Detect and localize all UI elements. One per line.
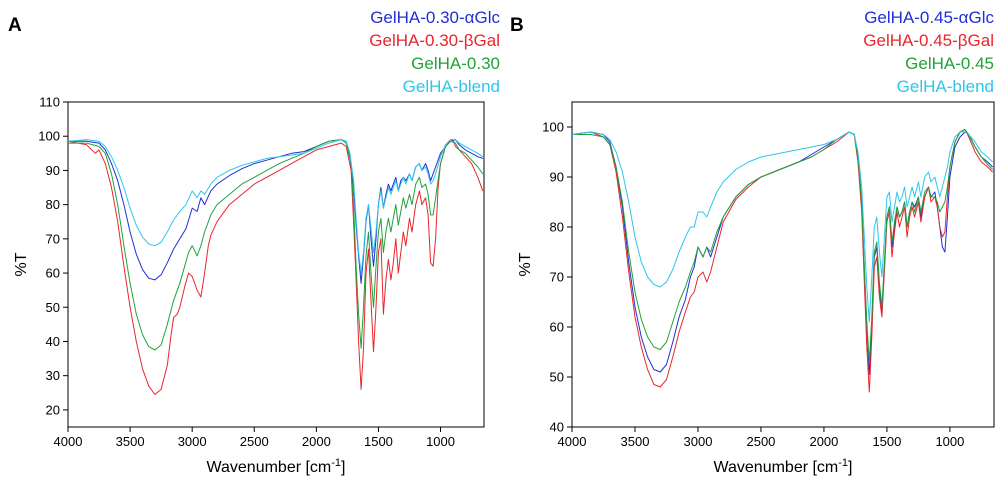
y-axis-title: %T: [13, 252, 30, 276]
x-tick-label: 2000: [809, 434, 838, 449]
series-line: [571, 131, 994, 323]
x-tick-label: 3000: [178, 434, 207, 449]
series-line: [68, 139, 483, 284]
series-line: [572, 129, 994, 363]
y-tick-label: 50: [46, 300, 60, 315]
plot-frame: [571, 101, 995, 428]
legend-entry: GelHA-blend: [403, 77, 500, 96]
x-tick-label: 4000: [54, 434, 83, 449]
y-tick-label: 60: [46, 266, 60, 281]
x-axis-title: Wavenumber [cm-1]: [713, 457, 852, 476]
x-tick-label: 3000: [684, 434, 713, 449]
legend: GelHA-0.45-αGlc GelHA-0.45-βGal GelHA-0.45…: [863, 8, 994, 96]
x-tick-label: 2000: [302, 434, 331, 449]
y-tick-label: 90: [46, 163, 60, 178]
legend-entry: GelHA-0.45-αGlc: [864, 8, 994, 27]
plot-frame: [67, 101, 485, 428]
y-tick-label: 60: [550, 320, 564, 335]
x-tick-label: 2500: [746, 434, 775, 449]
legend-entry: GelHA-0.30: [411, 54, 500, 73]
series-line: [571, 129, 994, 393]
y-tick-label: 40: [550, 420, 564, 435]
x-tick-label: 1500: [364, 434, 393, 449]
y-tick-label: 40: [46, 334, 60, 349]
series-line: [67, 139, 484, 395]
legend-entry: GelHA-blend: [897, 77, 994, 96]
x-tick-label: 3500: [116, 434, 145, 449]
legend-entry: GelHA-0.45-βGal: [863, 31, 994, 50]
legend-entry: GelHA-0.30-βGal: [369, 31, 500, 50]
y-tick-label: 100: [542, 120, 564, 135]
y-tick-label: 80: [550, 220, 564, 235]
series-group: [67, 139, 484, 395]
x-tick-label: 1500: [872, 434, 901, 449]
chart-panel-b: B GelHA-0.45-αGlcGelHA-0.45-βGalGelHA-0.…: [510, 8, 995, 476]
x-tick-label: 1000: [426, 434, 455, 449]
panel-letter-b: B: [510, 15, 524, 36]
y-tick-label: 70: [550, 270, 564, 285]
chart-panel-a: A GelHA-0.30-αGlcGelHA-0.30-βGalGelHA-0.…: [8, 8, 500, 476]
x-axis-title: Wavenumber [cm-1]: [206, 457, 345, 476]
legend-entry: GelHA-0.30-αGlc: [370, 8, 500, 27]
y-tick-label: 110: [39, 95, 60, 110]
axis-ticks: 4000 3500 3000 2500 2000 1500 1000 40 50 60 70 80 90…: [542, 120, 964, 450]
x-tick-label: 4000: [558, 434, 587, 449]
x-tick-label: 1000: [935, 434, 964, 449]
series-line: [68, 139, 484, 351]
y-tick-label: 90: [550, 170, 564, 185]
y-tick-label: 100: [38, 129, 60, 144]
y-axis-title: %T: [517, 252, 534, 276]
y-tick-label: 20: [46, 402, 60, 417]
panel-letter-a: A: [8, 15, 22, 36]
x-tick-label: 2500: [240, 434, 269, 449]
x-tick-label: 3500: [621, 434, 650, 449]
series-line: [67, 139, 484, 274]
y-tick-label: 50: [550, 370, 564, 385]
legend: GelHA-0.30-αGlc GelHA-0.30-βGal GelHA-0.30…: [369, 8, 500, 96]
legend-entry: GelHA-0.45: [905, 54, 994, 73]
series-group: [571, 129, 994, 393]
y-tick-label: 30: [46, 368, 60, 383]
y-tick-label: 70: [46, 231, 60, 246]
y-tick-label: 80: [46, 197, 60, 212]
axis-ticks: 4000 3500 3000 2500 2000 1500 1000 20 30 40 50 60 70…: [38, 95, 455, 450]
